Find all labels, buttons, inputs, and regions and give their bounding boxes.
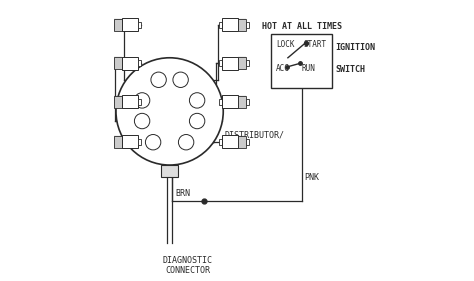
Circle shape [135, 93, 150, 108]
Circle shape [178, 135, 194, 150]
Bar [122, 57, 138, 70]
Bar [238, 136, 246, 148]
Bar [222, 135, 238, 148]
Bar [219, 22, 222, 28]
Text: DIAGNOSTIC
CONNECTOR: DIAGNOSTIC CONNECTOR [163, 256, 213, 275]
Bar [272, 34, 332, 88]
Circle shape [116, 58, 223, 165]
Circle shape [135, 113, 150, 129]
Text: ACC: ACC [276, 64, 290, 73]
Bar [138, 60, 141, 66]
Bar [122, 135, 138, 148]
Circle shape [146, 135, 161, 150]
Text: PNK: PNK [304, 173, 319, 182]
Circle shape [190, 93, 205, 108]
Bar [246, 60, 249, 66]
Bar [246, 139, 249, 145]
Circle shape [173, 72, 188, 87]
Text: HOT AT ALL TIMES: HOT AT ALL TIMES [262, 22, 342, 31]
Bar [138, 99, 141, 105]
Bar [222, 57, 238, 70]
Bar [222, 95, 238, 108]
Text: BRN: BRN [176, 189, 191, 198]
Bar [161, 165, 178, 176]
Text: SWITCH: SWITCH [335, 65, 365, 74]
Circle shape [190, 113, 205, 129]
Bar [238, 96, 246, 108]
Bar [219, 139, 222, 145]
Bar [219, 60, 222, 66]
Text: RUN: RUN [301, 64, 315, 73]
Text: START: START [303, 40, 326, 49]
Bar [238, 19, 246, 31]
Bar [114, 136, 122, 148]
Bar [222, 18, 238, 31]
Bar [114, 57, 122, 69]
Text: LOCK: LOCK [276, 40, 295, 49]
Bar [138, 139, 141, 145]
Bar [122, 18, 138, 31]
Bar [238, 57, 246, 69]
Bar [122, 95, 138, 108]
Bar [114, 19, 122, 31]
Bar [114, 96, 122, 108]
Bar [138, 22, 141, 28]
Text: DISTRIBUTOR/
COIL: DISTRIBUTOR/ COIL [225, 131, 284, 150]
Bar [246, 99, 249, 105]
Text: IGNITION: IGNITION [335, 43, 375, 52]
Bar [246, 22, 249, 28]
Bar [219, 99, 222, 105]
Circle shape [151, 72, 166, 87]
